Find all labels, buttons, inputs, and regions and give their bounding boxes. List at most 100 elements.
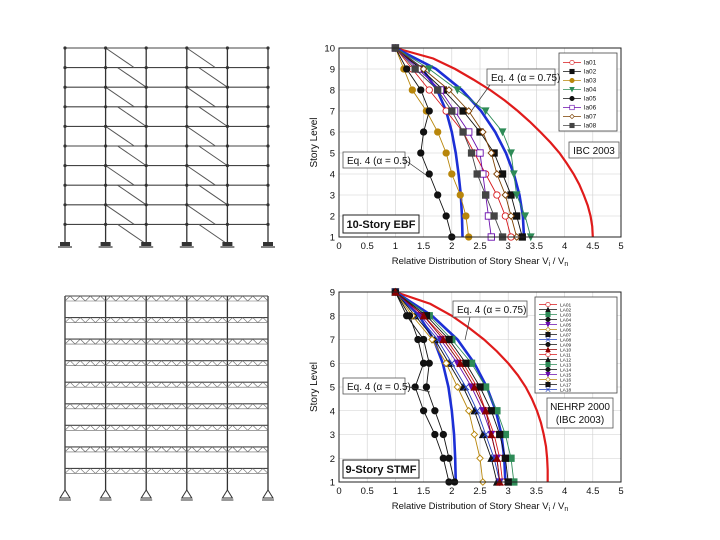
y-tick-label: 2 [330,212,335,223]
truss-web [237,360,243,366]
truss-web [74,425,81,431]
truss-web [100,382,106,388]
data-point [496,430,504,439]
legend-entry: LA14 [539,366,572,374]
truss-web [227,360,233,366]
truss-web [227,446,233,453]
frame-node [144,203,148,207]
truss-web [151,360,157,366]
legend-box [558,52,618,132]
legend-label: LA14 [560,368,572,374]
truss-web [135,338,142,345]
data-point [414,335,422,344]
truss-web [191,360,198,366]
y-tick-label: 2 [330,454,335,465]
panel-label: 9-Story STMF [346,464,417,476]
data-point [507,149,515,158]
data-point [422,383,431,391]
data-point [482,430,490,439]
data-point [419,128,428,136]
truss-web [115,338,122,345]
frame-node [104,203,108,207]
truss-web [125,468,132,474]
truss-web [80,425,86,431]
truss-web [64,403,71,409]
truss-web [176,317,182,323]
frame-brace [186,165,216,186]
truss-web [100,317,106,323]
frame-node [225,124,229,128]
truss-web [247,317,253,323]
truss-web [201,468,208,474]
data-point [521,212,530,221]
x-tick-label: 3.5 [530,241,543,252]
truss-web [161,425,167,431]
data-point [439,335,448,344]
truss-web [85,360,91,366]
truss-web [171,403,177,409]
data-point [473,407,481,415]
truss-web [156,468,162,474]
truss-web [95,425,101,431]
truss-web [64,468,71,474]
truss-web [100,446,106,453]
data-point [442,212,450,220]
truss-web [237,317,243,323]
truss-web [262,382,269,388]
data-point [481,406,490,415]
x-tick-label: 0.5 [361,486,374,497]
truss-web [237,295,243,302]
x-tick-label: 0.5 [361,241,374,252]
x-tick-label: 2 [449,241,454,252]
y-tick-label: 3 [330,430,335,441]
truss-web [176,425,182,431]
truss-web [120,295,127,302]
truss-web [257,338,264,345]
truss-web [135,446,142,453]
truss-web [74,382,81,388]
x-tick-label: 0 [336,486,341,497]
legend-entry: LA02 [539,306,572,314]
y-tick-label: 3 [330,191,335,202]
data-point [448,107,456,115]
truss-web [237,403,243,409]
legend: la01 la02 la03 la04 la05 la06 la07 la08 [558,52,618,132]
legend-label: LA10 [560,348,572,354]
legend-entry: LA05 [539,321,572,329]
legend-entry: la01 [563,60,597,67]
frame-node [104,124,108,128]
x-tick-label: 3 [506,486,511,497]
truss-web [211,425,218,431]
truss-web [196,468,203,474]
truss-web [90,425,96,431]
data-point [569,77,575,84]
frame-node [185,144,189,148]
truss-web [80,360,86,366]
truss-web [161,360,167,366]
truss-web [252,360,259,366]
truss-web [211,317,218,323]
truss-web [140,317,147,323]
truss-web [227,468,233,474]
truss-web [135,382,142,388]
frame-brace [198,184,228,206]
frame-brace [105,204,135,225]
y-tick-label: 5 [330,383,335,394]
x-tick-label: 2.5 [473,241,486,252]
data-point [462,359,470,367]
frame-brace [198,106,228,127]
truss-web [242,468,248,474]
truss-web [151,468,157,474]
truss-web [156,295,162,302]
truss-web [69,360,76,366]
y-tick-label: 4 [330,406,335,417]
frame-node [266,105,270,109]
truss-web [201,446,208,453]
truss-web [110,382,116,388]
frame-support [140,489,153,499]
legend-entry: LA17 [539,381,572,389]
truss-web [130,446,137,453]
truss-web [196,403,203,409]
code-curve [395,290,549,482]
truss-web [191,425,198,431]
